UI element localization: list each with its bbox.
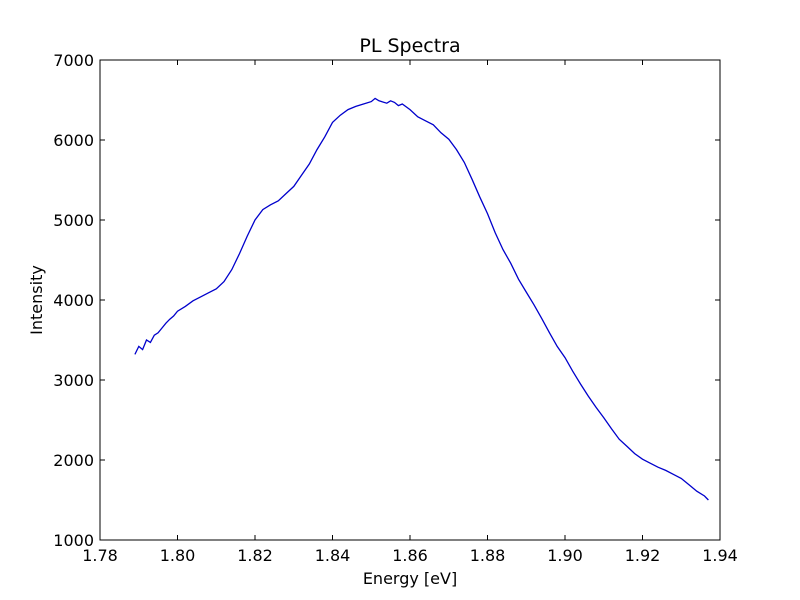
x-tick-label: 1.88 [470, 546, 506, 565]
x-tick-label: 1.94 [702, 546, 738, 565]
y-tick-label: 6000 [53, 131, 94, 150]
x-tick-label: 1.86 [392, 546, 428, 565]
x-tick-label: 1.90 [547, 546, 583, 565]
chart-title: PL Spectra [359, 35, 460, 57]
x-tick-label: 1.78 [82, 546, 118, 565]
x-tick-label: 1.92 [625, 546, 661, 565]
y-tick-label: 2000 [53, 451, 94, 470]
y-axis-label: Intensity [27, 265, 46, 335]
y-tick-label: 4000 [53, 291, 94, 310]
x-tick-label: 1.84 [315, 546, 351, 565]
series-line [134, 97, 709, 501]
x-tick-label: 1.80 [160, 546, 196, 565]
y-tick-label: 1000 [53, 531, 94, 550]
y-tick-label: 7000 [53, 51, 94, 70]
x-axis-label: Energy [eV] [363, 569, 457, 588]
tick-group: 1.78 1.80 1.82 1.84 1.86 1.88 1.90 1.92 1.94 1000… [53, 51, 738, 565]
x-tick-label: 1.82 [237, 546, 273, 565]
plot-frame [99, 59, 721, 541]
y-tick-label: 3000 [53, 371, 94, 390]
y-tick-label: 5000 [53, 211, 94, 230]
